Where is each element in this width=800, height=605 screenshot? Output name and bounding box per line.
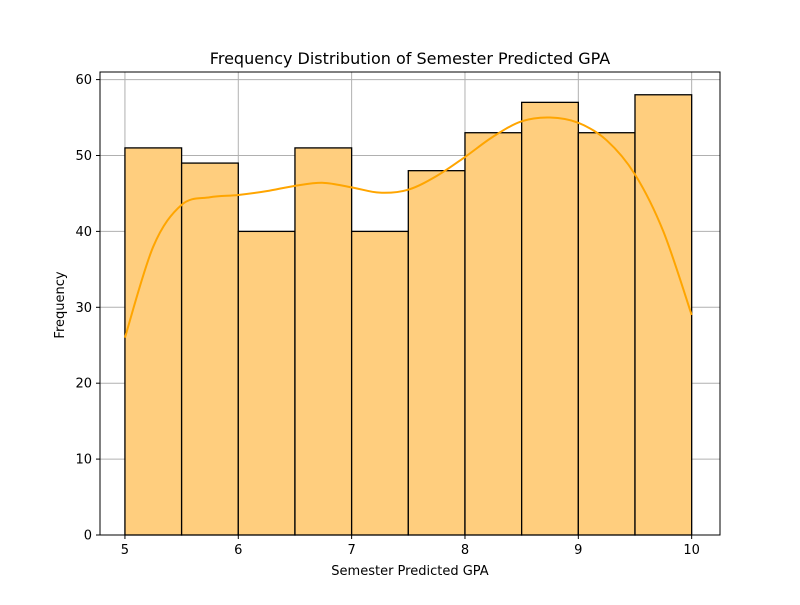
histogram-bar-9 xyxy=(577,132,636,536)
kde-layer xyxy=(123,116,693,338)
x-tick-label: 7 xyxy=(347,543,355,558)
histogram-bar-6 xyxy=(407,170,466,536)
y-tick-label: 30 xyxy=(75,301,92,316)
bars-layer xyxy=(124,94,693,536)
x-tick-label: 6 xyxy=(234,543,242,558)
x-tick-label: 10 xyxy=(683,543,700,558)
y-tick-label: 40 xyxy=(75,225,92,240)
histogram-bar-3 xyxy=(237,230,296,536)
histogram-bar-7 xyxy=(464,132,523,536)
x-axis-label: Semester Predicted GPA xyxy=(331,564,488,579)
kde-density-line xyxy=(123,116,693,338)
histogram-bar-4 xyxy=(294,147,353,536)
axes-layer xyxy=(99,71,721,536)
x-tick-label: 8 xyxy=(461,543,469,558)
y-axis-label: Frequency xyxy=(53,271,68,338)
plot-frame xyxy=(99,71,721,536)
y-tick-label: 0 xyxy=(84,529,92,544)
y-tick-label: 10 xyxy=(75,453,92,468)
y-tick-label: 20 xyxy=(75,377,92,392)
histogram-bar-8 xyxy=(520,101,579,536)
histogram-bar-10 xyxy=(634,94,693,536)
histogram-bar-2 xyxy=(180,162,239,536)
histogram-bar-1 xyxy=(124,147,183,536)
y-tick-label: 60 xyxy=(75,73,92,88)
y-tick-label: 50 xyxy=(75,149,92,164)
ticks-layer: 5 6 7 8 9 10 0 10 20 30 40 50 60 xyxy=(75,73,699,558)
chart-title: Frequency Distribution of Semester Predi… xyxy=(210,49,610,68)
x-tick-label: 5 xyxy=(121,543,129,558)
x-tick-label: 9 xyxy=(574,543,582,558)
histogram-bar-5 xyxy=(350,230,409,536)
